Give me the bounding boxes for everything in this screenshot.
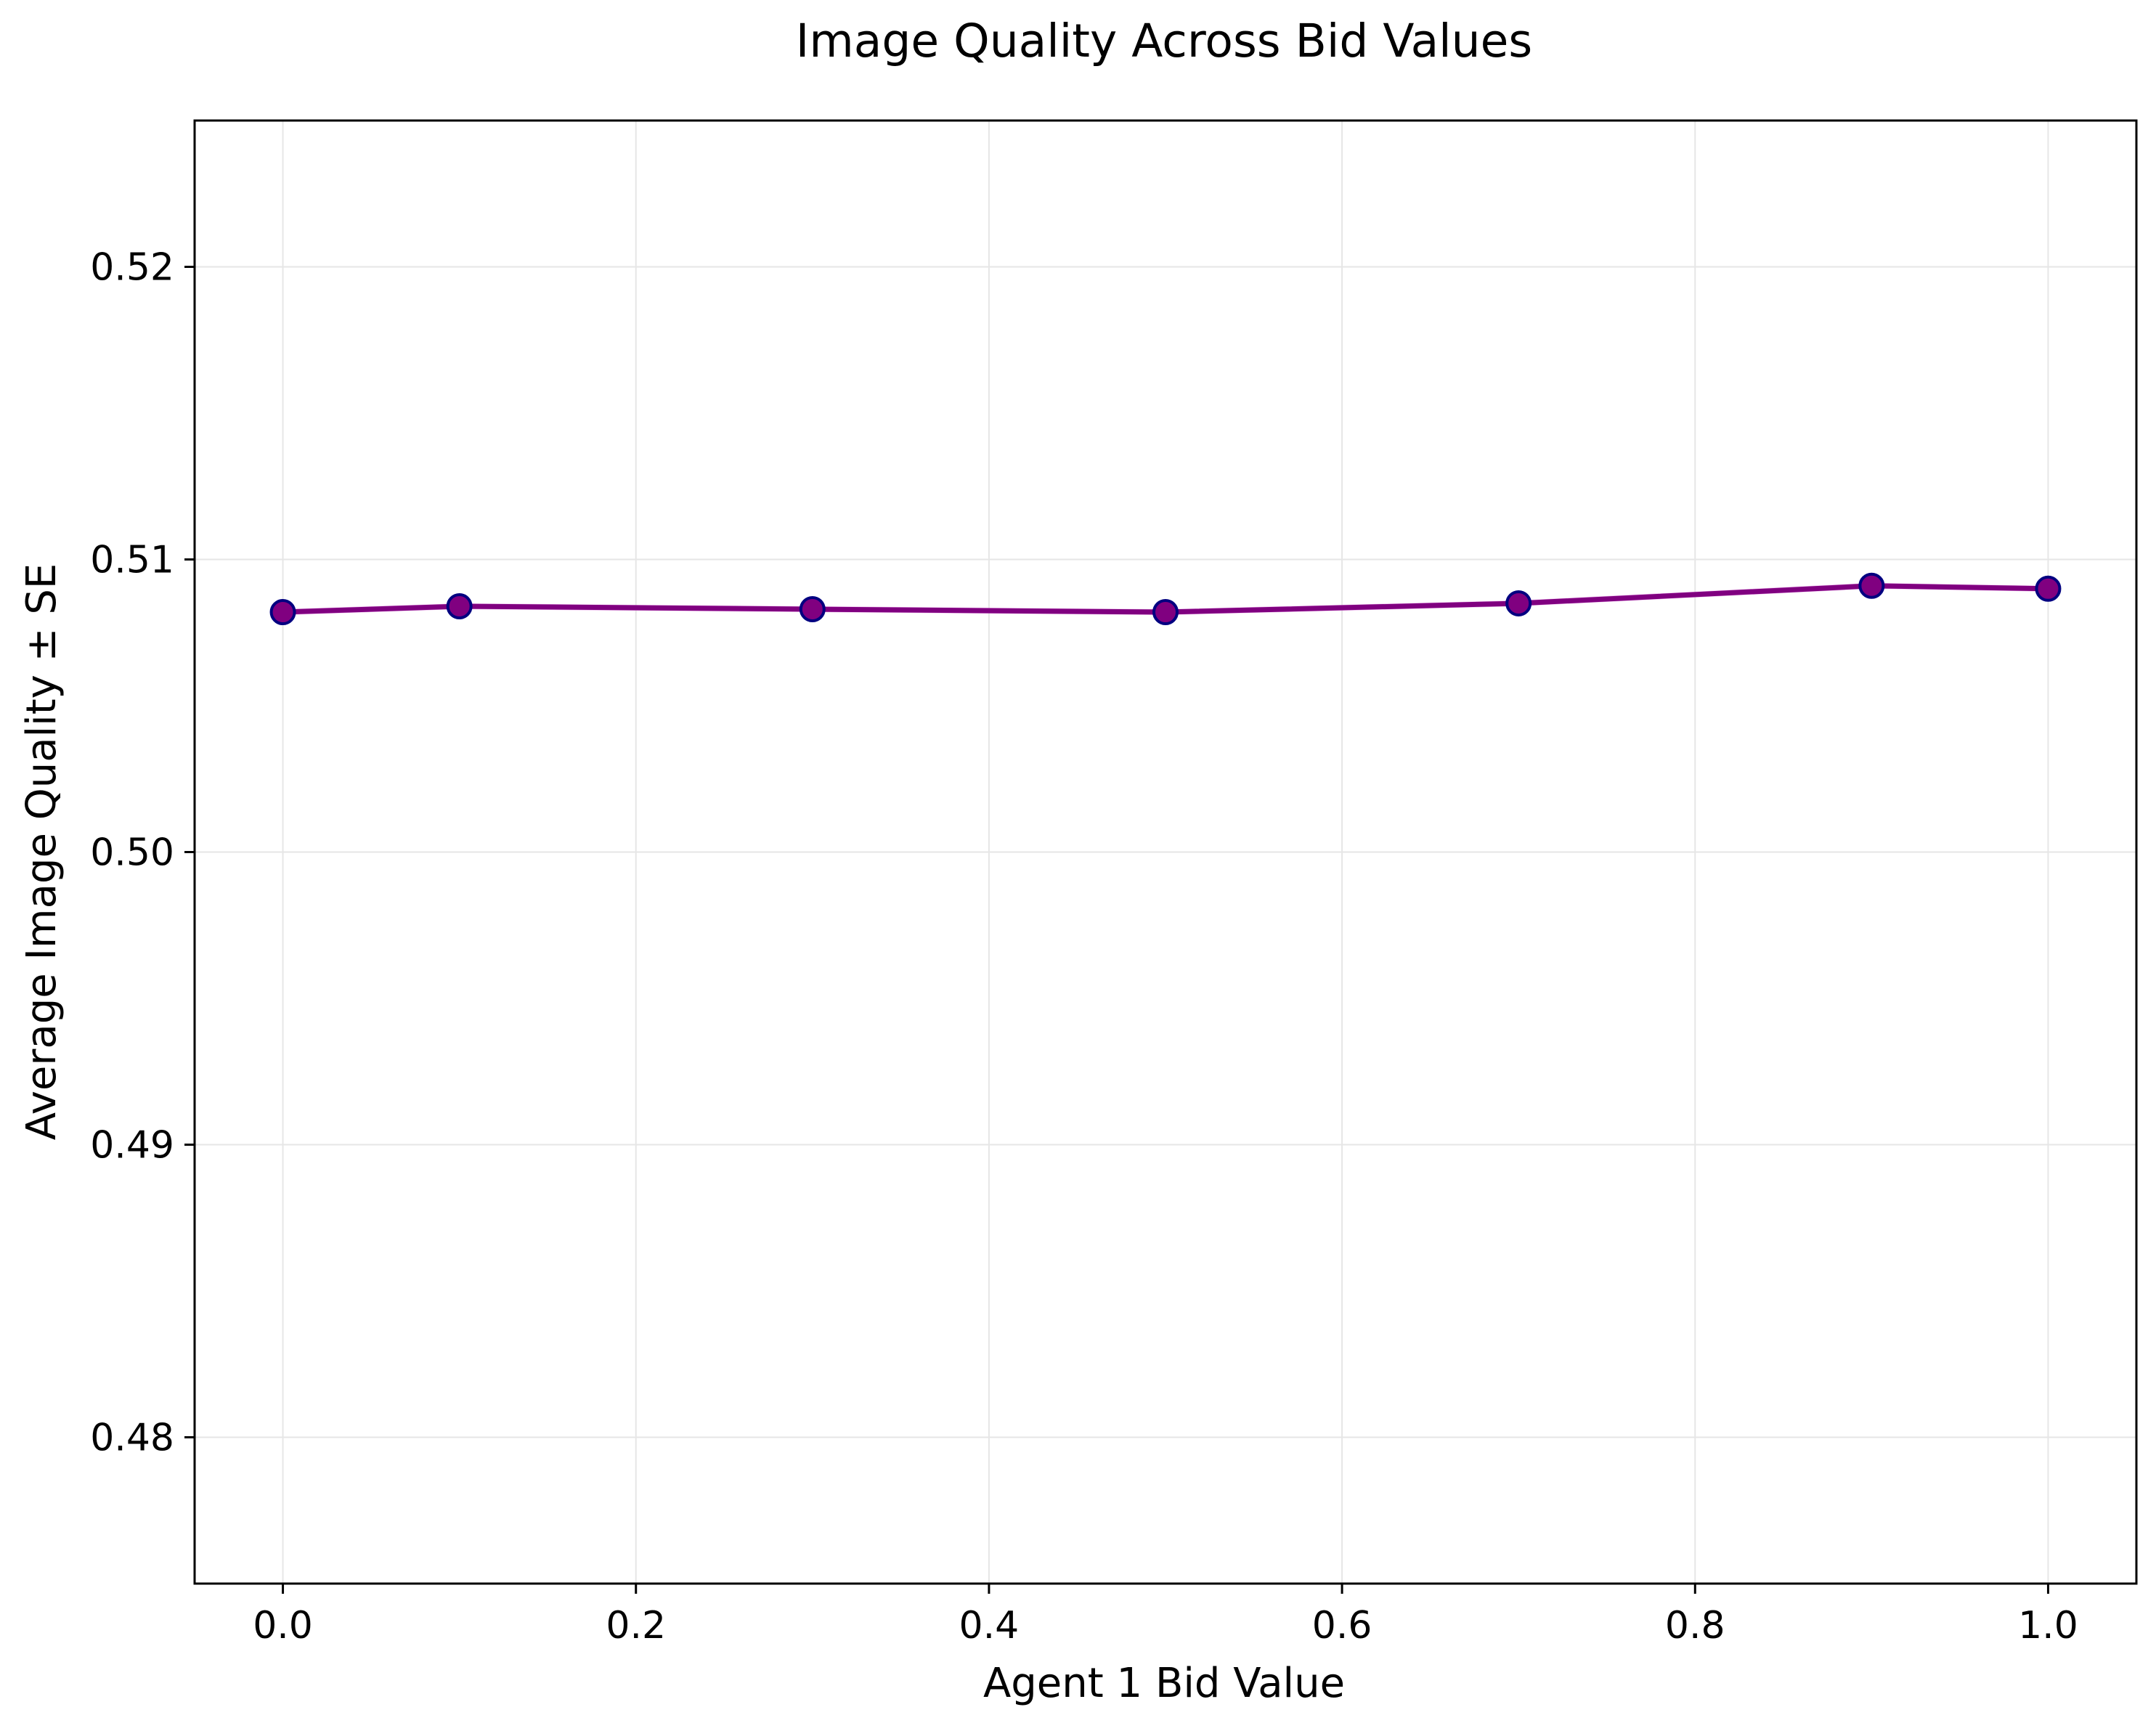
x-axis-ticks: 0.0 0.2 0.4 0.6 0.8 1.0 [253,1584,2078,1647]
data-point [1505,590,1532,616]
data-point [2035,575,2062,602]
x-tick-label: 0.0 [253,1604,313,1647]
data-point [1152,599,1179,626]
y-tick-label: 0.50 [90,831,174,875]
x-tick-label: 0.8 [1665,1604,1725,1647]
y-tick-label: 0.49 [90,1124,174,1168]
y-axis-label: Average Image Quality ± SE [18,563,65,1141]
y-tick-label: 0.51 [90,539,174,582]
y-tick-label: 0.52 [90,246,174,290]
y-axis-ticks: 0.48 0.49 0.50 0.51 0.52 [90,246,195,1460]
data-points [269,572,2062,626]
x-tick-label: 0.2 [606,1604,666,1647]
data-point [1858,572,1885,599]
x-tick-label: 0.4 [959,1604,1020,1647]
data-point [799,596,826,623]
x-tick-label: 0.6 [1312,1604,1372,1647]
x-axis-label: Agent 1 Bid Value [983,1660,1345,1707]
chart-title: Image Quality Across Bid Values [796,15,1532,68]
data-point [269,599,296,626]
grid [195,121,2136,1584]
x-tick-label: 1.0 [2018,1604,2078,1647]
data-point [446,592,473,619]
y-tick-label: 0.48 [90,1417,174,1460]
